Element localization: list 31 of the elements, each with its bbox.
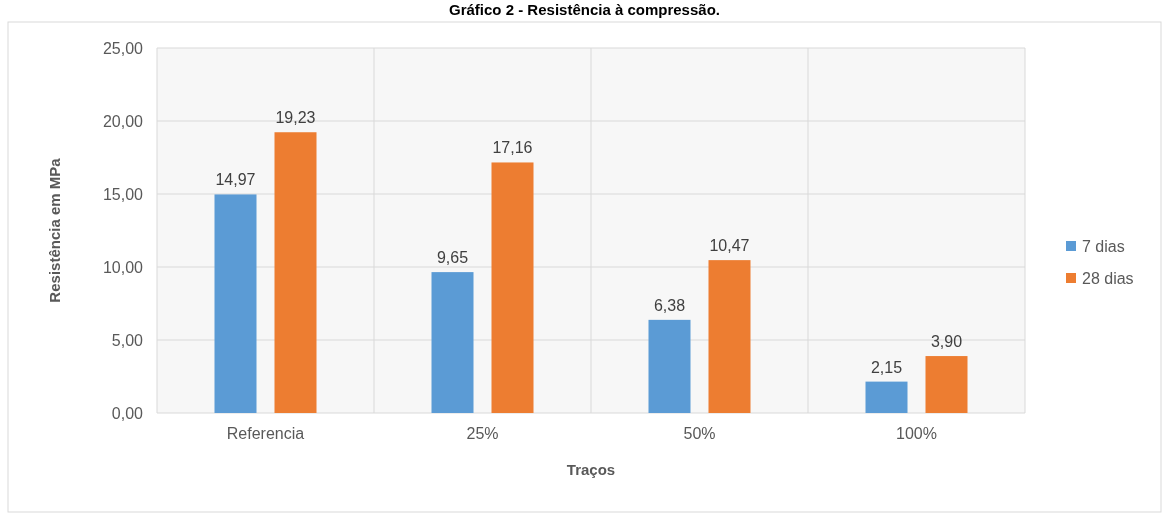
bar xyxy=(431,272,474,413)
data-label: 17,16 xyxy=(492,139,533,157)
bar xyxy=(708,260,751,413)
y-tick-label: 10,00 xyxy=(102,258,144,276)
legend-label: 28 dias xyxy=(1082,269,1134,287)
y-tick-label: 0,00 xyxy=(111,404,144,422)
bar xyxy=(925,356,968,413)
bar xyxy=(648,319,691,413)
bar xyxy=(491,162,534,413)
y-tick-label: 25,00 xyxy=(102,39,144,57)
x-tick-label: 100% xyxy=(896,425,937,442)
y-axis-title: Resistência em MPa xyxy=(46,157,63,303)
data-label: 6,38 xyxy=(653,296,686,314)
y-tick-label: 5,00 xyxy=(111,331,144,349)
data-label: 2,15 xyxy=(870,358,903,376)
data-label: 3,90 xyxy=(930,333,963,351)
y-tick-label: 20,00 xyxy=(102,112,144,130)
x-tick-label: Referencia xyxy=(226,425,305,442)
data-label: 14,97 xyxy=(215,171,256,189)
bar xyxy=(865,381,908,413)
x-tick-label: 25% xyxy=(466,425,499,442)
legend-label: 7 dias xyxy=(1082,237,1125,255)
bar xyxy=(274,132,317,413)
x-axis-title: Traços xyxy=(566,461,616,478)
y-tick-label: 15,00 xyxy=(102,185,144,203)
data-label: 19,23 xyxy=(275,109,316,127)
data-label: 10,47 xyxy=(709,237,750,255)
bar xyxy=(214,194,257,413)
x-tick-label: 50% xyxy=(683,425,716,442)
chart-title: Gráfico 2 - Resistência à compressão. xyxy=(449,1,720,18)
data-label: 9,65 xyxy=(436,249,469,267)
